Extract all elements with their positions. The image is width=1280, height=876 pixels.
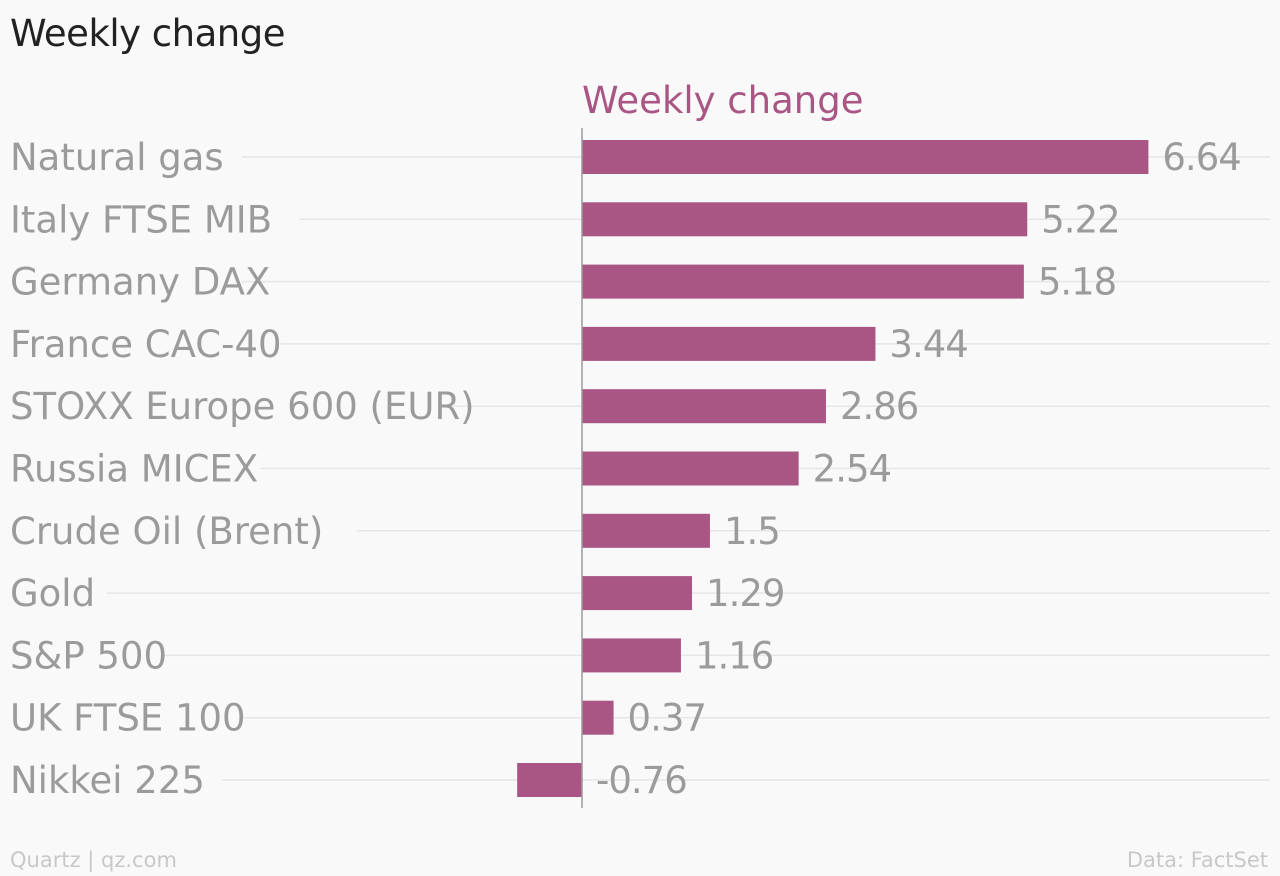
category-labels: Natural gas Italy FTSE MIB Germany DAX Fran… xyxy=(10,136,475,802)
value-label: 1.29 xyxy=(706,572,784,615)
category-label: UK FTSE 100 xyxy=(10,697,246,740)
bar xyxy=(582,264,1024,299)
category-label: Russia MICEX xyxy=(10,448,258,491)
bar xyxy=(582,638,681,673)
value-label: 1.16 xyxy=(695,634,773,677)
value-label: -0.76 xyxy=(596,759,687,802)
value-label: 5.18 xyxy=(1038,261,1116,304)
bar xyxy=(582,576,693,611)
value-label: 6.64 xyxy=(1162,136,1240,179)
bar xyxy=(582,389,826,424)
bar xyxy=(582,202,1028,237)
value-label: 3.44 xyxy=(889,323,967,366)
bar xyxy=(582,451,799,486)
category-label: S&P 500 xyxy=(10,634,167,677)
bar xyxy=(582,326,876,361)
bar xyxy=(582,700,614,735)
category-label: Nikkei 225 xyxy=(10,759,205,802)
category-label: Germany DAX xyxy=(10,261,270,304)
category-label: Natural gas xyxy=(10,136,224,179)
bars xyxy=(517,140,1149,797)
value-label: 5.22 xyxy=(1041,198,1119,241)
bar xyxy=(582,513,710,548)
series-label: Weekly change xyxy=(582,79,863,122)
data-source: Data: FactSet xyxy=(1126,848,1268,872)
value-label: 2.86 xyxy=(840,385,918,428)
value-label: 0.37 xyxy=(628,697,706,740)
value-label: 2.54 xyxy=(813,448,891,491)
bar xyxy=(582,140,1149,174)
value-labels: 6.64 5.22 5.18 3.44 2.86 2.54 1.5 1.29 1.16 0.37 -… xyxy=(596,136,1242,802)
page-title: Weekly change xyxy=(10,12,285,55)
category-label: Crude Oil (Brent) xyxy=(10,510,323,553)
source-credit: Quartz | qz.com xyxy=(10,848,177,872)
value-label: 1.5 xyxy=(724,510,780,553)
category-label: STOXX Europe 600 (EUR) xyxy=(10,385,475,428)
category-label: Gold xyxy=(10,572,95,615)
category-label: France CAC-40 xyxy=(10,323,282,366)
category-label: Italy FTSE MIB xyxy=(10,198,272,241)
bar xyxy=(517,763,582,797)
